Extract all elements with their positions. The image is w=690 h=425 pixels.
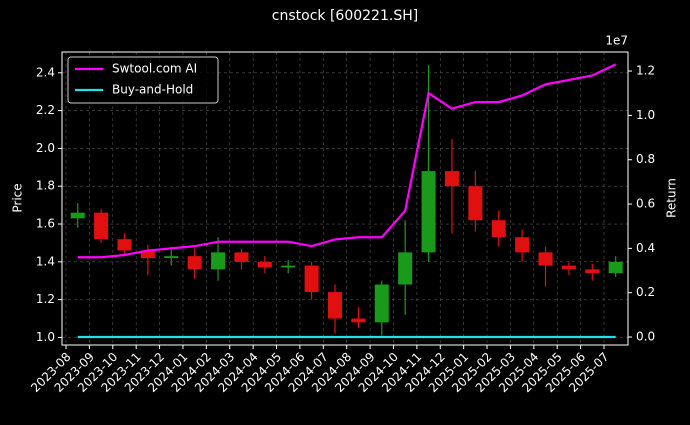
candle-body: [257, 261, 272, 268]
legend-label: Buy-and-Hold: [112, 83, 193, 97]
candle-body: [374, 284, 389, 323]
return-line: [77, 63, 617, 259]
candle-body: [398, 252, 413, 285]
y2-tick-label: 0.4: [636, 241, 655, 255]
legend-label: Swtool.com AI: [112, 62, 197, 76]
y2-offset-label: 1e7: [605, 34, 628, 48]
candle-body: [561, 265, 576, 270]
y-tick-label: 2.2: [36, 103, 55, 117]
candle-body: [117, 239, 132, 251]
candle-body: [94, 212, 109, 240]
candle-body: [491, 220, 506, 238]
candle-body: [421, 171, 436, 253]
candle-body: [70, 212, 85, 219]
y-tick-label: 2.4: [36, 65, 55, 79]
candle-body: [585, 269, 600, 274]
y2-tick-label: 0.8: [636, 152, 655, 166]
y2-tick-label: 1.2: [636, 64, 655, 78]
candle-body: [234, 252, 249, 262]
candle-body: [211, 252, 226, 270]
legend: Swtool.com AI Buy-and-Hold: [67, 56, 219, 104]
y-tick-label: 1.4: [36, 254, 55, 268]
y2-tick-label: 1.0: [636, 108, 655, 122]
candle-body: [164, 256, 179, 259]
chart-title: cnstock [600221.SH]: [272, 8, 418, 24]
y-tick-label: 1.6: [36, 217, 55, 231]
candle-body: [140, 250, 155, 259]
candle-body: [281, 265, 296, 268]
candle-body: [327, 292, 343, 319]
y-axis-label: Price: [11, 183, 25, 212]
candle-body: [538, 252, 553, 266]
candle-body: [444, 171, 459, 187]
legend-box: [67, 56, 219, 104]
y2-tick-label: 0.2: [636, 285, 655, 299]
y-tick-label: 2.0: [36, 141, 55, 155]
y2-tick-label: 0.6: [636, 197, 655, 211]
y2-tick-label: 0.0: [636, 330, 655, 344]
y-tick-label: 1.0: [36, 330, 55, 344]
candle-body: [351, 318, 366, 323]
y-tick-label: 1.2: [36, 292, 55, 306]
y2-axis-label: Return: [665, 178, 679, 218]
candle-body: [515, 237, 530, 253]
candle-body: [187, 256, 202, 270]
candle-body: [608, 261, 623, 274]
candle-body: [304, 265, 319, 293]
plot-frame: [61, 51, 629, 346]
candle-body: [468, 186, 483, 221]
y-tick-label: 1.8: [36, 179, 55, 193]
